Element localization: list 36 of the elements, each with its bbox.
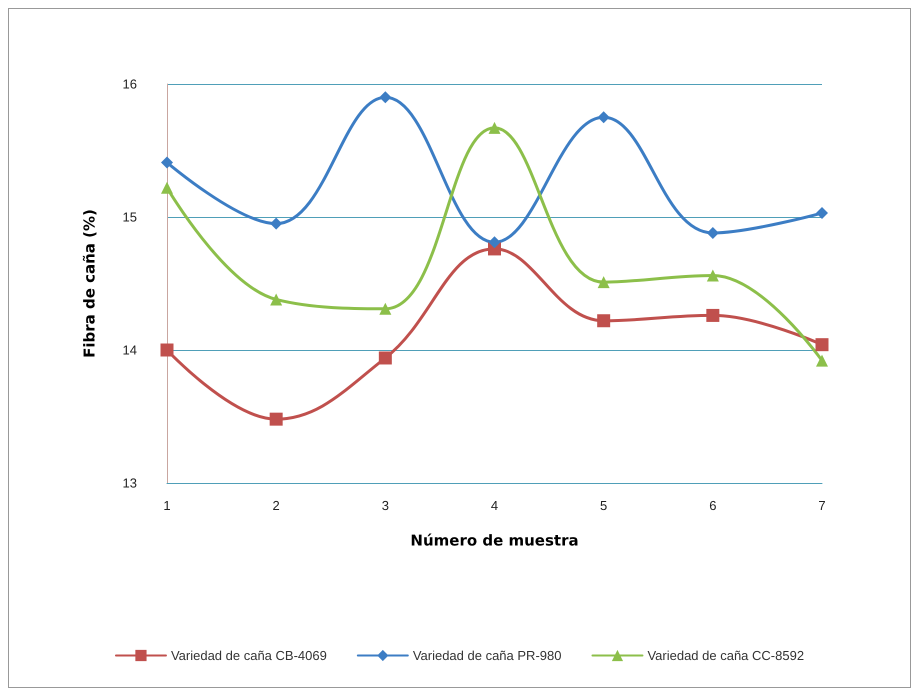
point bbox=[816, 338, 828, 352]
point bbox=[488, 122, 500, 134]
point bbox=[270, 218, 282, 230]
x-axis-title: Número de muestra bbox=[410, 532, 579, 550]
y-tick-label: 13 bbox=[122, 476, 137, 490]
point bbox=[379, 302, 392, 315]
point bbox=[270, 293, 282, 306]
x-tick-label: 6 bbox=[709, 498, 716, 513]
x-tick-label: 1 bbox=[163, 498, 171, 513]
y-axis-title: Fibra de caña (%) bbox=[80, 209, 98, 358]
point bbox=[379, 91, 392, 104]
point bbox=[598, 111, 610, 124]
legend-label: Variedad de caña PR-980 bbox=[412, 648, 562, 663]
y-tick-label: 15 bbox=[122, 210, 137, 224]
point bbox=[706, 270, 719, 282]
point bbox=[161, 182, 173, 194]
point bbox=[816, 207, 828, 220]
x-tick-label: 2 bbox=[272, 498, 280, 513]
legend-label: Variedad de caña CB-4069 bbox=[170, 648, 327, 663]
point bbox=[378, 351, 392, 364]
legend-label: Variedad de caña CC-8592 bbox=[647, 648, 804, 663]
point bbox=[816, 354, 828, 367]
x-tick-label: 7 bbox=[818, 498, 826, 513]
point bbox=[270, 412, 283, 426]
x-tick-label: 4 bbox=[490, 498, 498, 513]
point bbox=[598, 276, 610, 288]
point bbox=[488, 236, 500, 248]
point bbox=[706, 226, 719, 239]
x-tick-label: 5 bbox=[600, 498, 608, 513]
y-tick-label: 16 bbox=[122, 76, 137, 92]
point bbox=[160, 344, 174, 356]
point bbox=[597, 314, 610, 328]
point bbox=[161, 156, 173, 168]
y-tick-label: 14 bbox=[122, 342, 137, 358]
x-tick-label: 3 bbox=[382, 498, 389, 513]
point bbox=[706, 308, 720, 322]
